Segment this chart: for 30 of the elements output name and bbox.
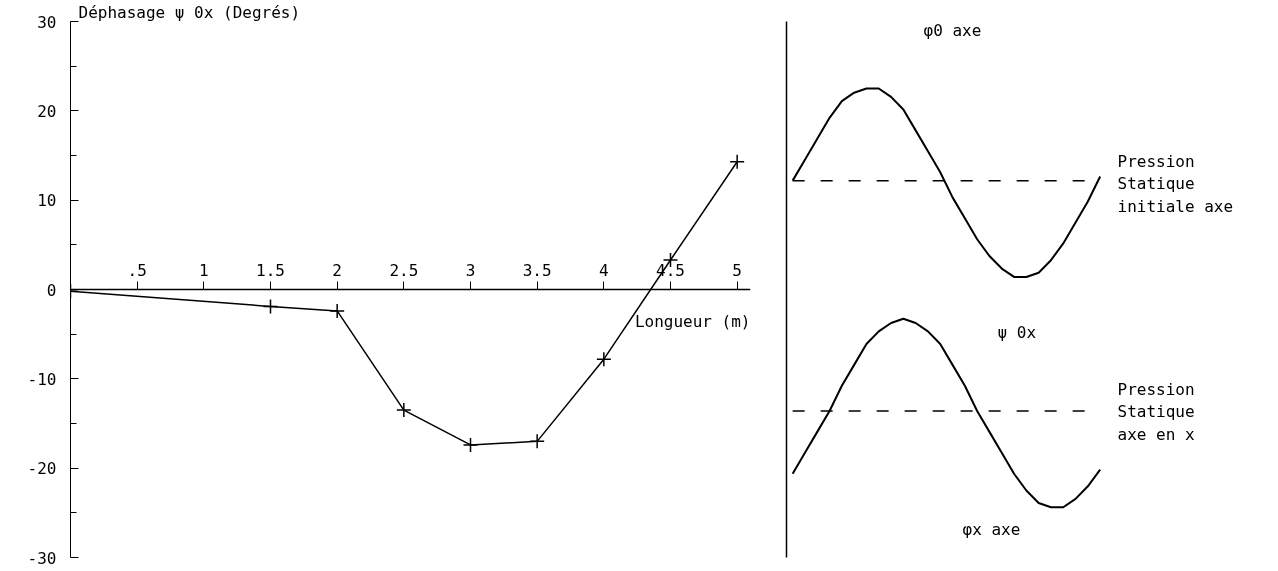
point xyxy=(529,433,545,450)
y-tick-label: 30 xyxy=(37,12,57,32)
y-tick-label: 10 xyxy=(37,191,57,211)
point xyxy=(596,351,612,367)
x-tick-label: 1 xyxy=(199,260,209,280)
x-tick-label: 3.5 xyxy=(522,260,552,280)
y-tick-label: 0 xyxy=(46,280,57,300)
point xyxy=(462,437,479,453)
x-tick-label: 2 xyxy=(332,260,342,280)
text: Pression Statique axe en x xyxy=(1117,379,1195,445)
x-tick-label: 5 xyxy=(732,260,742,280)
point xyxy=(329,303,345,319)
x-tick-label: 4 xyxy=(599,260,609,280)
y-axis-title: Déphasage ψ 0x (Degrés) xyxy=(78,2,301,22)
y-tick-label: 20 xyxy=(37,101,57,121)
text: Pression Statique initiale axe xyxy=(1117,151,1234,217)
x-tick-label: 2.5 xyxy=(389,260,419,280)
x-tick-label: .5 xyxy=(127,260,147,280)
x-tick-label: 1.5 xyxy=(256,260,285,280)
y-tick-label: -30 xyxy=(27,548,57,568)
point xyxy=(396,402,412,418)
annotation: ψ 0x xyxy=(997,322,1037,342)
text: φx axe xyxy=(962,519,1021,539)
text: φ0 axe xyxy=(923,20,982,40)
point xyxy=(729,154,745,170)
point xyxy=(262,298,279,315)
x-tick-label: 3 xyxy=(465,260,476,280)
x-axis-title: Longueur (m) xyxy=(634,311,751,331)
y-tick-label: -20 xyxy=(27,459,57,479)
y-tick-label: -10 xyxy=(27,369,57,389)
